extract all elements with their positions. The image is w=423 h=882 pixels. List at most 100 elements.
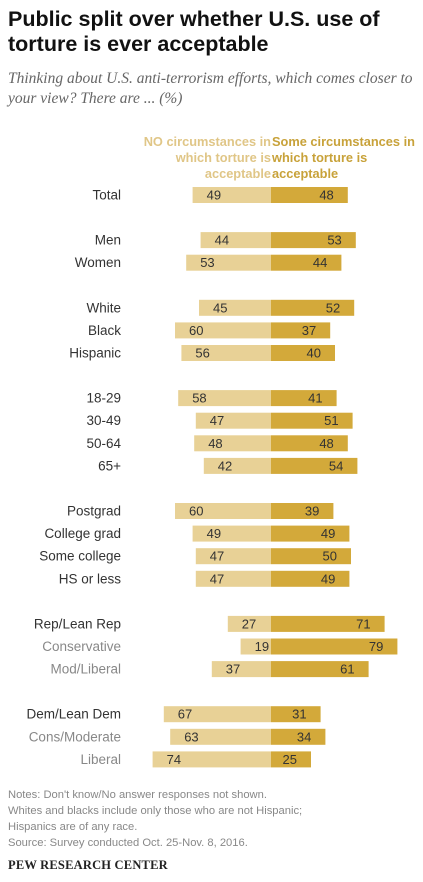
bar-some-circumstances — [271, 345, 335, 361]
chart-row: Total 49 48 — [92, 187, 348, 203]
category-label: 18-29 — [86, 391, 121, 406]
value-label-some: 48 — [319, 188, 333, 203]
value-label-no: 27 — [242, 616, 256, 631]
category-label: Dem/Lean Dem — [26, 707, 121, 722]
value-label-some: 51 — [324, 413, 338, 428]
chart-row: Cons/Moderate 63 34 — [29, 728, 326, 745]
chart-row: Liberal 74 25 — [80, 751, 311, 768]
bar-some-circumstances — [271, 412, 353, 429]
chart-row: 18-29 58 41 — [86, 390, 337, 407]
category-label: Conservative — [42, 639, 121, 654]
category-label: 65+ — [98, 458, 121, 473]
chart-row: Women 53 44 — [75, 254, 342, 271]
bar-no-circumstances — [211, 661, 271, 678]
value-label-no: 74 — [167, 752, 181, 767]
value-label-some: 39 — [305, 504, 319, 519]
value-label-no: 49 — [207, 188, 221, 203]
category-label: HS or less — [59, 571, 122, 586]
value-label-some: 31 — [292, 707, 306, 722]
note-line: Whites and blacks include only those who… — [8, 805, 303, 817]
bar-no-circumstances — [192, 187, 271, 203]
bar-some-circumstances — [271, 503, 334, 519]
chart-row: Men 44 53 — [95, 232, 356, 249]
bar-some-circumstances — [271, 751, 311, 768]
bar-some-circumstances — [271, 548, 351, 565]
bar-no-circumstances — [194, 435, 271, 452]
chart-row: College grad 49 49 — [44, 525, 350, 542]
value-label-no: 42 — [218, 458, 232, 473]
value-label-no: 60 — [189, 504, 203, 519]
value-label-some: 54 — [329, 458, 343, 473]
chart-title: Public split over whether U.S. use of to… — [8, 7, 380, 56]
value-label-no: 47 — [210, 549, 224, 564]
value-label-some: 44 — [313, 255, 327, 270]
category-label: Black — [88, 323, 121, 338]
value-label-some: 49 — [321, 526, 335, 541]
bar-no-circumstances — [195, 412, 271, 429]
value-label-some: 61 — [340, 662, 354, 677]
footer-branding: PEW RESEARCH CENTER — [8, 858, 168, 872]
source-line: Source: Survey conducted Oct. 25-Nov. 8,… — [8, 837, 248, 849]
bar-no-circumstances — [200, 232, 271, 249]
bar-some-circumstances — [271, 638, 398, 655]
category-label: Some college — [39, 549, 121, 564]
value-label-no: 56 — [195, 346, 209, 361]
bar-no-circumstances — [227, 615, 271, 632]
value-label-some: 25 — [283, 752, 297, 767]
legend-some-circumstances: Some circumstances in which torture is a… — [272, 134, 415, 181]
category-label: Rep/Lean Rep — [34, 616, 121, 631]
value-label-no: 47 — [210, 413, 224, 428]
bar-some-circumstances — [271, 435, 348, 452]
chart-row: Conservative 19 79 — [42, 638, 398, 655]
bar-some-circumstances — [271, 706, 321, 723]
bar-no-circumstances — [178, 390, 271, 407]
value-label-no: 19 — [255, 639, 269, 654]
chart-row: 50-64 48 48 — [86, 435, 348, 452]
bar-no-circumstances — [186, 254, 271, 271]
category-label: Mod/Liberal — [50, 662, 121, 677]
bar-some-circumstances — [271, 525, 350, 542]
chart-subtitle: Thinking about U.S. anti-terrorism effor… — [8, 70, 413, 107]
value-label-some: 71 — [356, 616, 370, 631]
value-label-some: 79 — [369, 639, 383, 654]
chart-row: Black 60 37 — [88, 322, 331, 339]
chart-row: White 45 52 — [86, 299, 355, 316]
bar-no-circumstances — [163, 706, 271, 723]
value-label-some: 37 — [302, 323, 316, 338]
note-line: Notes: Don't know/No answer responses no… — [8, 789, 267, 801]
bar-some-circumstances — [271, 570, 350, 587]
bar-no-circumstances — [152, 751, 271, 768]
chart-row: Dem/Lean Dem 67 31 — [26, 706, 321, 723]
category-label: Total — [92, 188, 121, 203]
bar-some-circumstances — [271, 322, 331, 339]
chart-row: Some college 47 50 — [39, 548, 351, 565]
bar-some-circumstances — [271, 390, 337, 407]
bar-no-circumstances — [195, 570, 271, 587]
value-label-no: 60 — [189, 323, 203, 338]
bar-some-circumstances — [271, 232, 356, 249]
chart-row: Mod/Liberal 37 61 — [50, 661, 369, 678]
value-label-some: 48 — [319, 436, 333, 451]
chart-row: 30-49 47 51 — [86, 412, 353, 429]
chart-row: 65+ 42 54 — [98, 457, 358, 474]
bar-some-circumstances — [271, 187, 348, 203]
category-label: Men — [95, 233, 121, 248]
category-label: Hispanic — [69, 346, 121, 361]
bar-some-circumstances — [271, 728, 326, 745]
bar-no-circumstances — [199, 299, 271, 316]
value-label-no: 37 — [226, 662, 240, 677]
bar-some-circumstances — [271, 661, 369, 678]
bar-no-circumstances — [192, 525, 271, 542]
bar-no-circumstances — [175, 322, 271, 339]
value-label-some: 40 — [307, 346, 321, 361]
bar-some-circumstances — [271, 457, 358, 474]
chart-row: Hispanic 56 40 — [69, 345, 335, 361]
value-label-no: 58 — [192, 391, 206, 406]
value-label-some: 50 — [323, 549, 337, 564]
bar-some-circumstances — [271, 254, 342, 271]
note-line: Hispanics are of any race. — [8, 821, 138, 833]
value-label-no: 45 — [213, 300, 227, 315]
bar-no-circumstances — [175, 503, 271, 519]
chart-notes: Notes: Don't know/No answer responses no… — [8, 787, 418, 851]
